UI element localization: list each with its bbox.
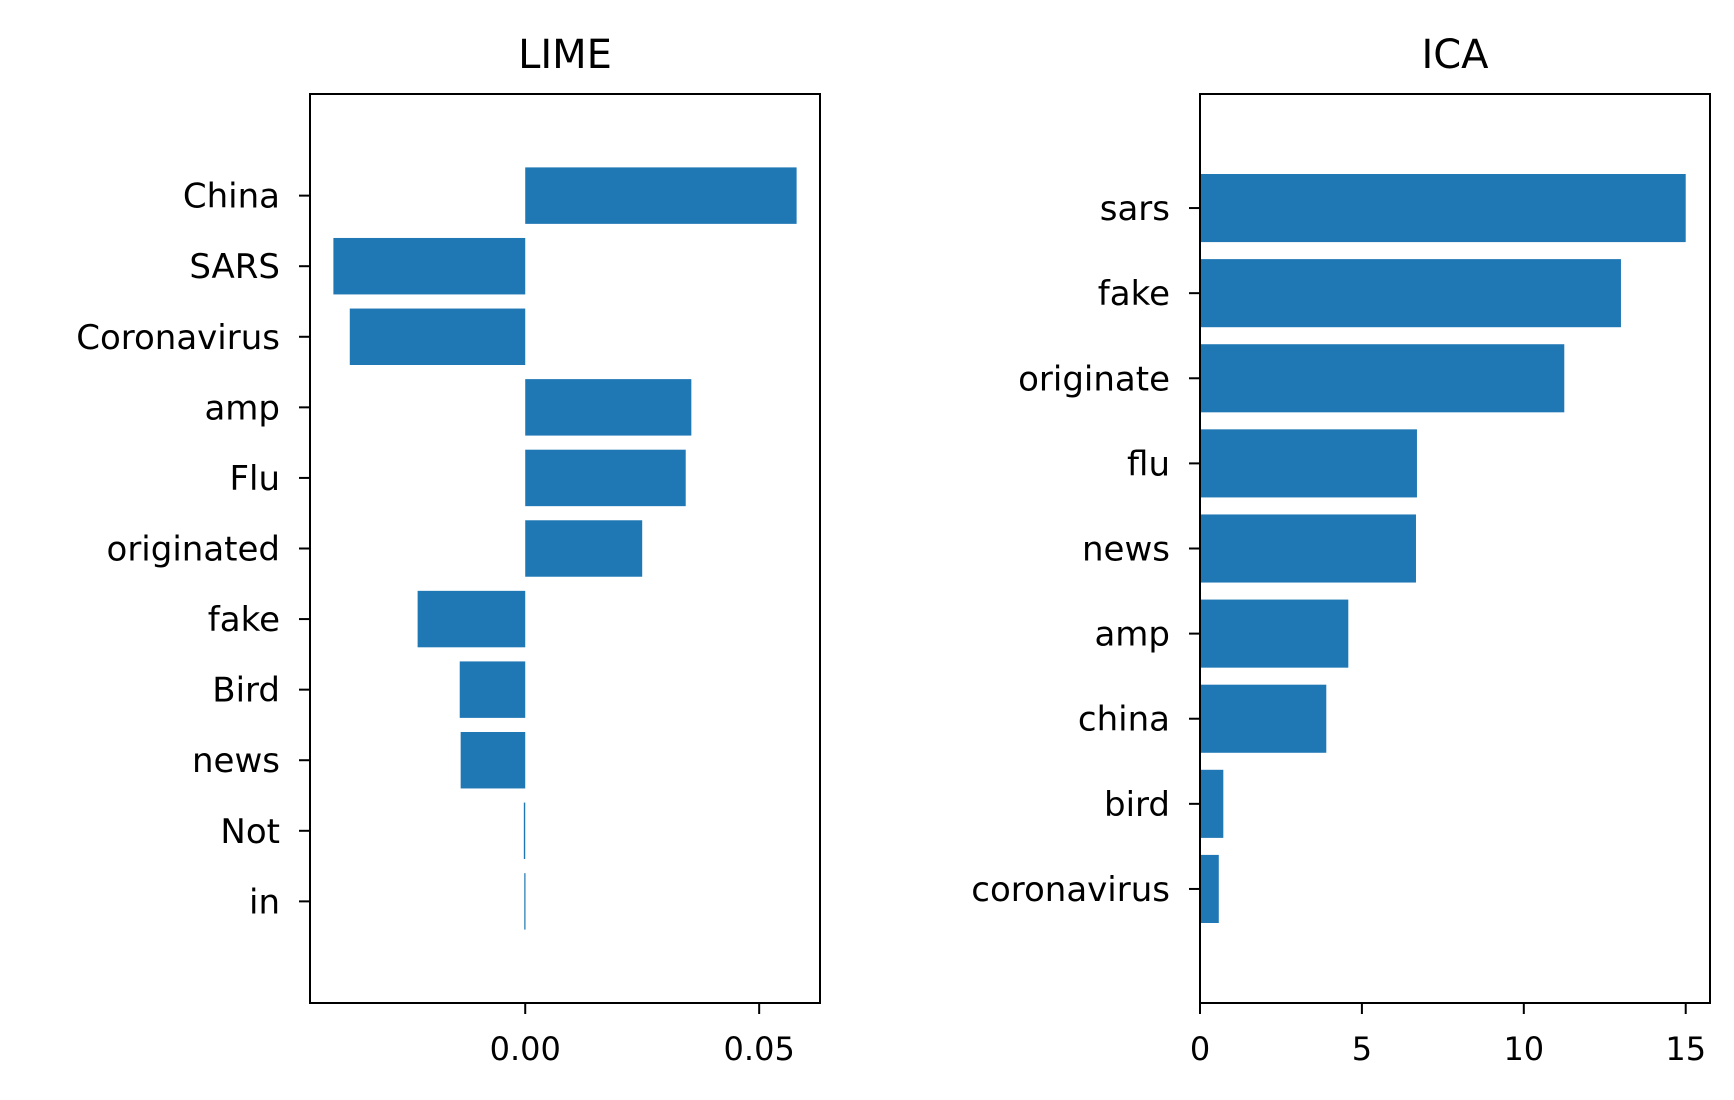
category-label: originate: [1018, 359, 1170, 399]
bar: [1200, 344, 1565, 413]
category-label: Bird: [212, 671, 280, 711]
lime-panel: LIME China SARS Coronavirus amp Flu originated…: [76, 32, 821, 1068]
category-label: Not: [220, 812, 280, 852]
bar: [333, 237, 526, 295]
axes-frame: [1199, 93, 1711, 1004]
ica-panel: ICA sars fake originate flu news amp china bird c…: [971, 32, 1711, 1068]
bar: [1200, 684, 1327, 753]
category-label: SARS: [189, 247, 280, 287]
category-label: originated: [107, 530, 280, 570]
category-label: China: [183, 177, 280, 217]
x-tick-label: 0: [1190, 1030, 1210, 1068]
bar: [1200, 854, 1219, 923]
x-tick-label: 0.00: [490, 1030, 561, 1068]
chart-title: LIME: [518, 32, 612, 78]
bar: [459, 661, 526, 718]
x-tick-label: 5: [1352, 1030, 1372, 1068]
category-label: news: [1082, 530, 1170, 570]
bar: [1200, 429, 1417, 498]
bar: [525, 449, 686, 507]
x-tick-label: 0.05: [724, 1030, 795, 1068]
bar: [525, 167, 797, 224]
bar: [524, 873, 526, 930]
chart-title: ICA: [1421, 32, 1489, 78]
x-tick-label: 15: [1665, 1030, 1706, 1068]
category-label: amp: [1094, 615, 1170, 655]
category-label: coronavirus: [971, 870, 1170, 910]
category-label: china: [1078, 700, 1170, 740]
bar: [1200, 174, 1686, 243]
axes-frame: [309, 93, 821, 1004]
category-label: Coronavirus: [76, 318, 280, 358]
category-label: in: [249, 882, 280, 922]
category-label: amp: [204, 388, 280, 428]
bar: [1200, 599, 1349, 668]
bar: [1200, 769, 1224, 838]
bar: [1200, 514, 1416, 583]
bar: [1200, 259, 1621, 328]
category-label: news: [192, 741, 280, 781]
category-label: fake: [1098, 274, 1170, 314]
bar: [523, 802, 526, 860]
bar: [525, 379, 692, 436]
bar: [460, 731, 526, 789]
category-label: fake: [208, 600, 280, 640]
x-tick-label: 10: [1503, 1030, 1544, 1068]
category-label: flu: [1127, 444, 1170, 484]
bar: [525, 520, 643, 577]
category-label: Flu: [229, 459, 280, 499]
bar: [349, 308, 526, 366]
bar: [417, 590, 526, 648]
category-label: sars: [1100, 189, 1170, 229]
category-label: bird: [1104, 785, 1170, 825]
